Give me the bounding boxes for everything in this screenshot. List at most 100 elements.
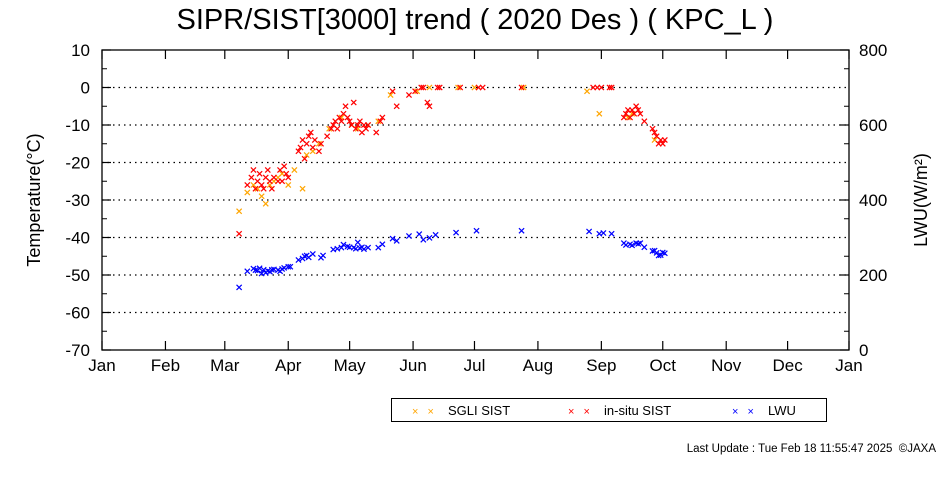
data-point-stroke	[340, 110, 347, 117]
data-point	[655, 252, 662, 259]
data-point-stroke	[260, 266, 267, 273]
data-point	[426, 103, 433, 110]
data-point	[285, 174, 292, 181]
data-point-stroke	[248, 174, 255, 181]
data-point-stroke	[297, 144, 304, 151]
data-point-stroke	[389, 235, 396, 242]
data-point	[244, 181, 251, 189]
data-point	[362, 125, 370, 132]
data-point-stroke	[629, 242, 636, 249]
data-point-stroke	[518, 227, 525, 234]
data-point-stroke	[622, 110, 629, 117]
data-point	[457, 84, 464, 91]
data-point	[260, 185, 267, 192]
data-point	[393, 103, 400, 110]
data-point-stroke	[244, 181, 251, 189]
data-point	[281, 163, 288, 170]
data-point	[620, 114, 627, 121]
legend-label-sgli: SGLI SIST	[448, 403, 511, 418]
data-point-stroke	[305, 133, 312, 140]
data-point-stroke	[352, 125, 359, 132]
data-point	[418, 84, 425, 91]
axes	[101, 49, 850, 351]
data-point	[256, 170, 263, 177]
data-point-stroke	[596, 230, 603, 237]
data-point	[584, 88, 591, 95]
data-point	[629, 242, 636, 249]
data-point-stroke	[600, 229, 607, 237]
data-point-stroke	[299, 185, 306, 192]
y-tick-label: -70	[65, 341, 90, 360]
data-point	[412, 88, 419, 95]
data-point-stroke	[637, 110, 644, 117]
data-point	[303, 140, 310, 147]
data-point-stroke	[254, 178, 261, 185]
data-point-stroke	[637, 240, 644, 247]
data-point-stroke	[659, 140, 666, 147]
data-point	[606, 84, 613, 91]
data-point	[354, 239, 361, 246]
x-tick-label: Nov	[711, 356, 742, 375]
data-point	[635, 106, 642, 114]
y-tick-label: -60	[65, 304, 90, 323]
data-point	[649, 247, 656, 255]
data-point-stroke	[641, 118, 648, 125]
data-point	[283, 170, 290, 177]
data-point	[236, 230, 243, 237]
data-point	[389, 88, 396, 95]
data-point-stroke	[426, 103, 433, 110]
x-tick-label: May	[334, 356, 367, 375]
data-point	[328, 125, 335, 132]
data-point	[434, 84, 441, 91]
data-point	[387, 91, 394, 99]
data-point-stroke	[455, 84, 462, 91]
legend-marker-lwu: × ×	[732, 406, 757, 418]
data-point	[324, 133, 331, 140]
data-point	[317, 140, 325, 147]
grid-lines	[102, 86, 849, 314]
data-point-stroke	[633, 103, 640, 110]
data-point-stroke	[420, 84, 427, 91]
data-point	[586, 228, 593, 235]
data-point	[420, 84, 427, 91]
data-point-stroke	[338, 118, 345, 125]
data-point-stroke	[649, 247, 656, 255]
data-point-stroke	[473, 227, 480, 234]
data-point	[244, 189, 251, 196]
data-point-stroke	[295, 148, 302, 155]
series-lwu	[236, 227, 668, 291]
data-point-stroke	[320, 252, 327, 259]
data-point-stroke	[338, 244, 345, 251]
data-point	[338, 118, 345, 125]
data-point-stroke	[348, 121, 355, 129]
ticks: 100-10-20-30-40-50-60-708006004002000Jan…	[65, 41, 887, 375]
data-point-stroke	[608, 230, 615, 237]
data-point-stroke	[309, 144, 316, 151]
data-point	[344, 114, 351, 121]
data-point	[649, 125, 656, 132]
data-point-stroke	[334, 245, 341, 252]
data-point	[637, 110, 644, 117]
data-point-stroke	[258, 181, 265, 189]
x-tick-label: Jul	[464, 356, 486, 375]
data-point	[354, 121, 361, 129]
data-point-stroke	[661, 250, 668, 257]
data-point	[453, 229, 460, 236]
data-point	[295, 256, 302, 264]
data-point	[252, 267, 259, 274]
data-point	[244, 268, 251, 275]
data-point	[473, 227, 480, 234]
data-point-stroke	[236, 208, 243, 215]
data-point	[236, 284, 243, 291]
data-point	[291, 166, 298, 174]
data-point-stroke	[641, 244, 648, 251]
data-point-stroke	[303, 140, 310, 147]
x-tick-label: Apr	[275, 356, 302, 375]
data-point	[436, 84, 443, 91]
data-point-stroke	[268, 266, 275, 273]
data-point-stroke	[426, 234, 433, 241]
x-tick-label: Feb	[151, 356, 180, 375]
data-point-stroke	[365, 244, 372, 251]
data-point-stroke	[350, 99, 357, 106]
data-point	[346, 118, 353, 125]
